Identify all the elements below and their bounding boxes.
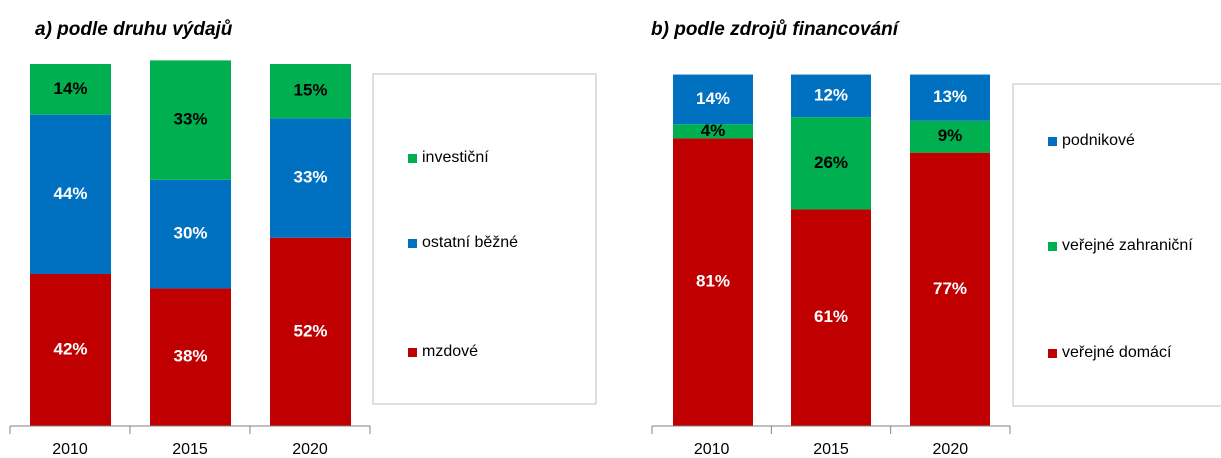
legend-label: ostatní běžné (422, 234, 518, 251)
bar-segment (30, 114, 111, 274)
data-label: 14% (53, 79, 87, 98)
legend-swatch (408, 154, 417, 163)
bar-segment (791, 209, 871, 426)
x-tick-label: 2015 (172, 441, 208, 458)
bar-segment (150, 179, 231, 289)
data-label: 38% (173, 347, 207, 366)
legend-swatch (1048, 242, 1057, 251)
data-label: 33% (293, 168, 327, 187)
legend-label: mzdové (422, 343, 478, 360)
bar-segment (30, 273, 111, 426)
legend-label: veřejné domácí (1062, 344, 1172, 361)
bar-segment (673, 74, 753, 125)
data-label: 30% (173, 224, 207, 243)
data-label: 9% (938, 126, 963, 145)
legend-label: podnikové (1062, 132, 1135, 149)
bar-segment (910, 120, 990, 153)
legend-swatch (1048, 349, 1057, 358)
data-label: 42% (53, 339, 87, 358)
legend-swatch (408, 239, 417, 248)
bar-segment (791, 117, 871, 210)
data-label: 52% (293, 321, 327, 340)
data-label: 33% (173, 110, 207, 129)
x-tick-label: 2015 (813, 441, 849, 458)
bar-segment (673, 124, 753, 139)
data-label: 61% (814, 307, 848, 326)
x-tick-label: 2010 (52, 441, 88, 458)
bar-segment (150, 60, 231, 180)
bar-segment (910, 152, 990, 426)
bar-segment (910, 74, 990, 121)
data-label: 44% (53, 184, 87, 203)
x-tick-label: 2010 (694, 441, 730, 458)
x-tick-label: 2020 (292, 441, 328, 458)
x-tick-label: 2020 (933, 441, 969, 458)
bar-segment (270, 64, 351, 119)
legend-box (1012, 83, 1221, 407)
data-label: 4% (701, 121, 726, 140)
data-label: 81% (696, 272, 730, 291)
legend-swatch (408, 348, 417, 357)
data-label: 26% (814, 153, 848, 172)
chart-title: b) podle zdrojů financování (651, 19, 901, 40)
legend-label: veřejné zahraniční (1062, 237, 1193, 254)
data-label: 14% (696, 89, 730, 108)
data-label: 15% (293, 81, 327, 100)
bar-segment (673, 138, 753, 426)
chart-title: a) podle druhu výdajů (35, 19, 233, 40)
data-label: 13% (933, 87, 967, 106)
data-label: 77% (933, 279, 967, 298)
legend-label: investiční (422, 149, 489, 166)
data-label: 12% (814, 85, 848, 104)
bar-segment (270, 118, 351, 238)
bar-segment (30, 64, 111, 115)
bar-segment (791, 74, 871, 118)
legend-swatch (1048, 137, 1057, 146)
bar-segment (150, 288, 231, 426)
bar-segment (270, 237, 351, 426)
